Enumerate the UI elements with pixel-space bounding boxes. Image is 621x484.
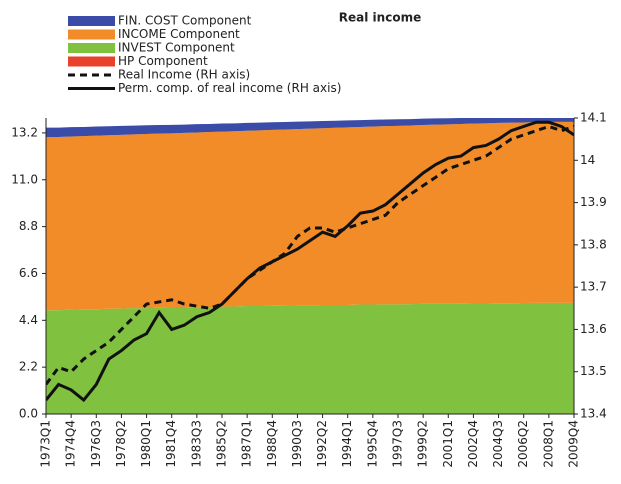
x-tick-label: 2001Q1 (441, 420, 455, 468)
x-tick-label: 1994Q1 (340, 420, 354, 468)
y2-tick-label: 13.8 (580, 237, 607, 251)
x-tick-label: 1978Q2 (114, 420, 128, 468)
y-tick-label: 8.8 (19, 219, 38, 233)
x-tick-label: 2004Q3 (491, 420, 505, 468)
x-tick-label: 1992Q2 (315, 420, 329, 468)
x-tick-label: 2002Q4 (466, 420, 480, 468)
y2-tick-label: 13.4 (580, 407, 607, 421)
area (46, 118, 574, 138)
x-tick-label: 1981Q4 (164, 420, 178, 468)
x-tick-label: 2008Q1 (541, 420, 555, 468)
y-tick-label: 2.2 (19, 360, 38, 374)
legend-label: INCOME Component (118, 27, 240, 41)
chart-title: Real income (339, 11, 421, 25)
x-tick-label: 1980Q1 (139, 420, 153, 468)
x-tick-label: 2006Q2 (516, 420, 530, 468)
line (46, 120, 574, 403)
legend-swatch (68, 16, 115, 26)
x-tick-label: 1990Q3 (290, 420, 304, 468)
x-tick-label: 2009Q4 (567, 420, 581, 468)
y2-tick-label: 14 (580, 153, 595, 167)
y-tick-label: 6.6 (19, 266, 38, 280)
x-tick-label: 1995Q4 (365, 420, 379, 468)
area (46, 302, 574, 414)
y2-tick-label: 13.9 (580, 195, 607, 209)
legend-label: FIN. COST Component (118, 14, 252, 28)
x-tick-label: 1974Q4 (64, 420, 78, 468)
legend-swatch (68, 29, 115, 40)
legend-label: INVEST Component (118, 41, 235, 55)
x-tick-label: 1983Q3 (189, 420, 203, 468)
x-tick-label: 1988Q4 (265, 420, 279, 468)
y-tick-label: 0.0 (19, 407, 38, 421)
legend-swatch (68, 43, 115, 53)
x-tick-label: 1997Q3 (391, 420, 405, 468)
x-tick-label: 1973Q1 (39, 420, 53, 468)
x-tick-label: 1987Q1 (240, 420, 254, 468)
y-tick-label: 4.4 (19, 313, 38, 327)
y2-tick-label: 13.5 (580, 364, 607, 378)
area (46, 121, 574, 311)
line (46, 124, 574, 386)
legend-label: Perm. comp. of real income (RH axis) (118, 81, 341, 95)
y2-tick-label: 13.6 (580, 322, 607, 336)
y-tick-label: 11.0 (11, 172, 38, 186)
x-tick-label: 1976Q3 (89, 420, 103, 468)
x-tick-label: 1985Q2 (215, 420, 229, 468)
plot-area (46, 118, 574, 414)
y2-tick-label: 13.7 (580, 280, 607, 294)
y-tick-label: 13.2 (11, 125, 38, 139)
legend-label: Real Income (RH axis) (118, 68, 250, 82)
legend-swatch (68, 56, 115, 67)
legend-label: HP Component (118, 54, 208, 68)
y2-tick-label: 14.1 (580, 111, 607, 125)
x-tick-label: 1999Q2 (416, 420, 430, 468)
